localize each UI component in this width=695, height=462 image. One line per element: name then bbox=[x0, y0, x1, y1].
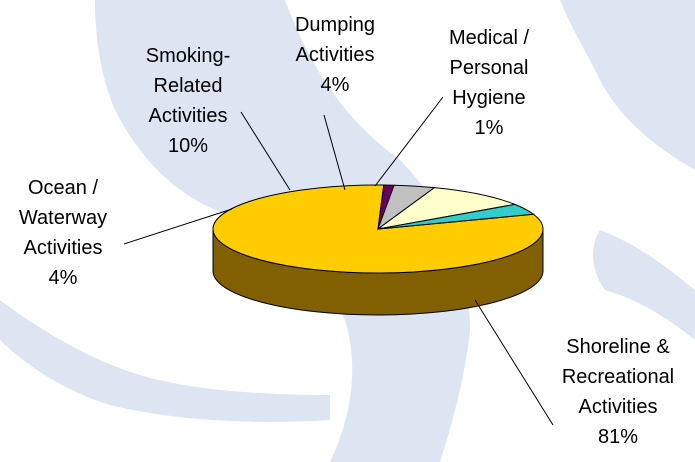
slice-label-ocean-waterway-activities: Activities bbox=[24, 237, 103, 259]
pie-tops bbox=[212, 184, 544, 274]
percent-label-shoreline-recreational-activities: 81% bbox=[598, 426, 638, 448]
slice-label-shoreline-recreational-activities: Recreational bbox=[562, 366, 674, 388]
leader-line-shoreline-recreational-activities bbox=[474, 299, 554, 426]
slice-label-ocean-waterway-activities: Ocean / bbox=[28, 177, 98, 199]
leader-line-dumping-activities bbox=[323, 114, 346, 191]
slice-label-dumping-activities: Activities bbox=[296, 44, 375, 66]
slice-label-medical-personal-hygiene: Medical / bbox=[449, 27, 529, 49]
percent-label-smoking-related-activities: 10% bbox=[168, 135, 208, 157]
leader-line-medical-personal-hygiene bbox=[374, 96, 444, 187]
slice-label-ocean-waterway-activities: Waterway bbox=[19, 207, 107, 229]
leader-line-smoking-related-activities bbox=[240, 111, 291, 191]
leader-line-ocean-waterway-activities bbox=[123, 208, 233, 245]
slice-label-shoreline-recreational-activities: Shoreline & bbox=[566, 336, 670, 358]
slice-label-medical-personal-hygiene: Personal bbox=[450, 57, 529, 79]
watermark-shape bbox=[593, 230, 695, 340]
slice-label-medical-personal-hygiene: Hygiene bbox=[452, 87, 525, 109]
percent-label-medical-personal-hygiene: 1% bbox=[475, 117, 504, 139]
percent-label-ocean-waterway-activities: 4% bbox=[49, 267, 78, 289]
leader-lines bbox=[123, 96, 554, 426]
watermark-shape bbox=[0, 300, 330, 422]
slice-label-dumping-activities: Dumping bbox=[295, 14, 375, 36]
slice-label-smoking-related-activities: Smoking- bbox=[146, 45, 230, 67]
slice-label-smoking-related-activities: Activities bbox=[149, 105, 228, 127]
pie-slice-smoking-related-activities bbox=[377, 187, 517, 230]
slice-label-shoreline-recreational-activities: Activities bbox=[579, 396, 658, 418]
watermark-shape bbox=[560, 0, 695, 170]
percent-label-dumping-activities: 4% bbox=[321, 74, 350, 96]
slice-labels: Shoreline & Recreational Activities 81% Medi… bbox=[19, 14, 674, 448]
pie-slice-ocean-waterway-activities bbox=[377, 203, 535, 230]
slice-label-smoking-related-activities: Related bbox=[154, 75, 223, 97]
